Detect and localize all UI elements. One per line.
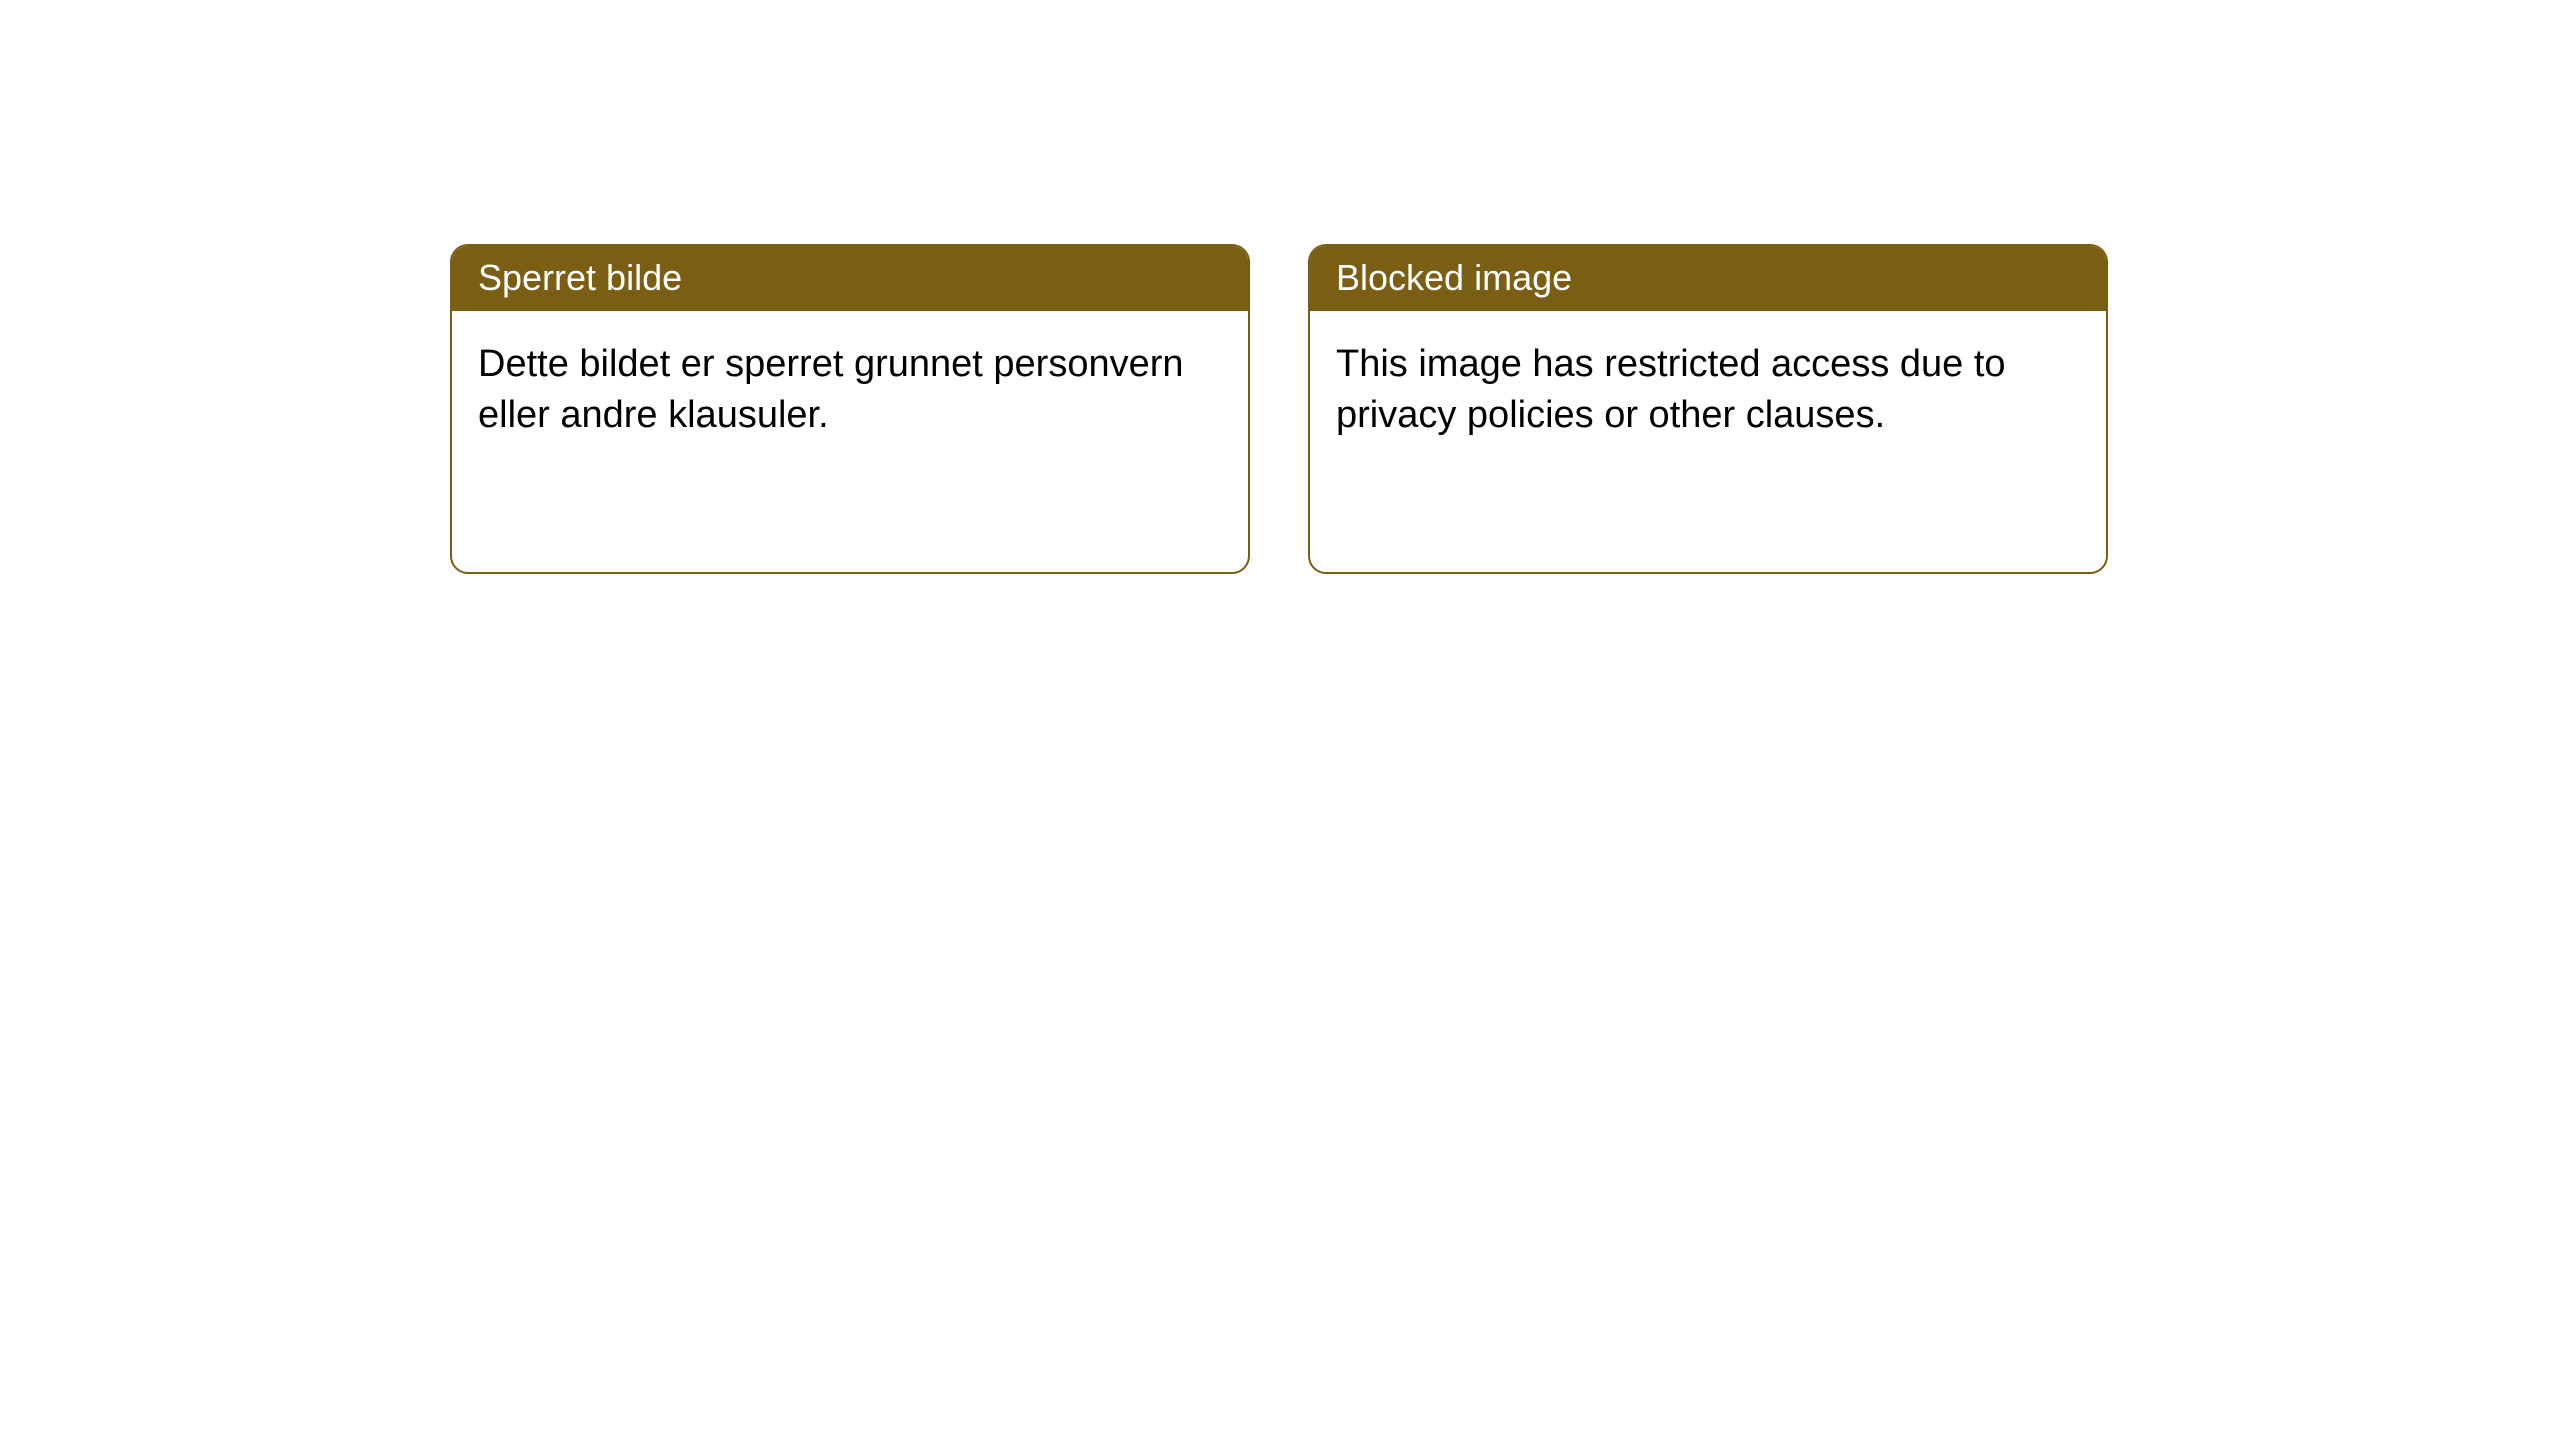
notice-box-english: Blocked image This image has restricted …	[1308, 244, 2108, 574]
notice-box-norwegian: Sperret bilde Dette bildet er sperret gr…	[450, 244, 1250, 574]
notice-body: This image has restricted access due to …	[1310, 311, 2106, 470]
notice-header: Blocked image	[1310, 246, 2106, 311]
notice-body: Dette bildet er sperret grunnet personve…	[452, 311, 1248, 470]
notice-container: Sperret bilde Dette bildet er sperret gr…	[450, 244, 2108, 574]
notice-header: Sperret bilde	[452, 246, 1248, 311]
